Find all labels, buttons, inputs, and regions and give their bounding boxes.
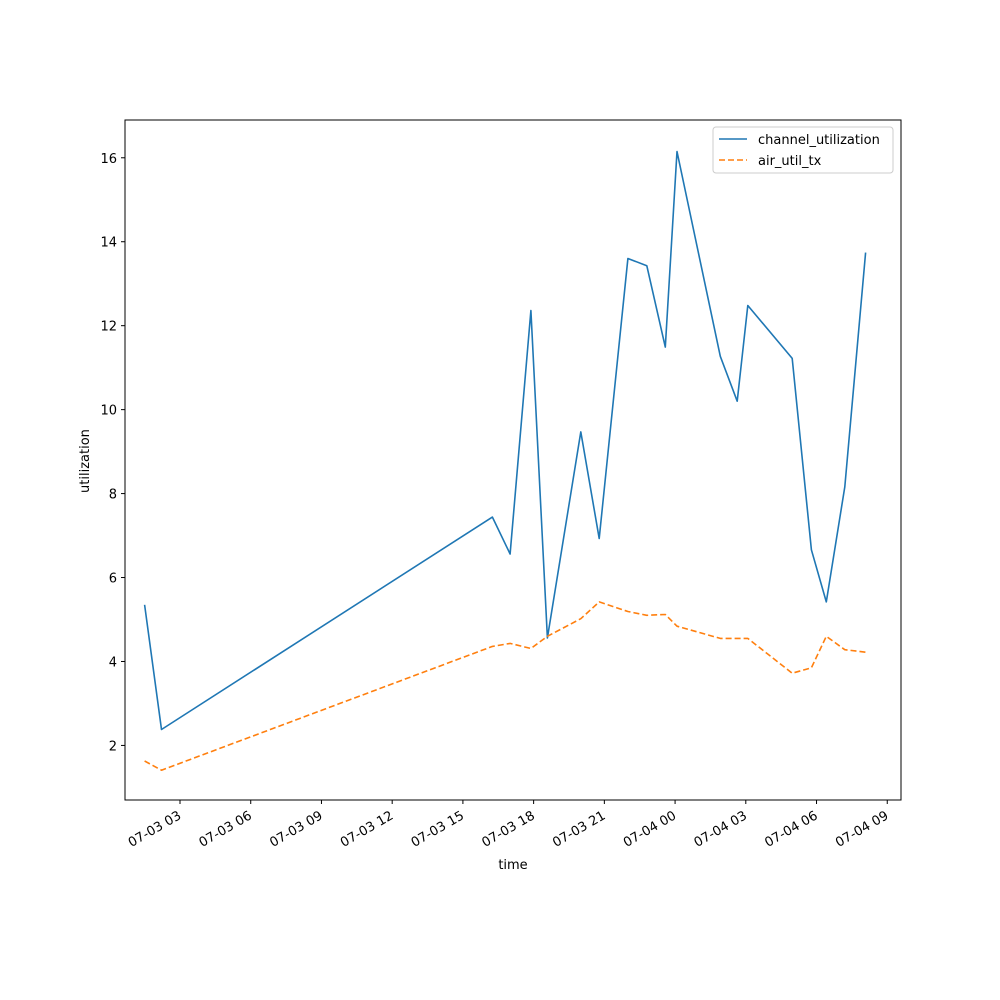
x-tick-label: 07-03 06 — [197, 808, 255, 850]
x-tick-label: 07-03 12 — [338, 808, 396, 850]
y-axis-ticks: 2 4 6 8 10 12 14 16 — [100, 152, 125, 754]
x-axis-ticks: 07-03 03 07-03 06 07-03 09 07-03 12 07-03 15… — [126, 800, 891, 851]
legend-box — [712, 126, 894, 174]
series-line-air-util-tx — [144, 601, 866, 772]
x-tick-label: 07-03 21 — [550, 808, 608, 850]
x-tick-label: 07-03 18 — [480, 808, 538, 850]
y-tick-label: 8 — [109, 488, 117, 503]
y-axis-label: utilization — [78, 429, 93, 493]
y-tick-label: 2 — [109, 739, 117, 754]
x-tick-label: 07-04 06 — [762, 808, 820, 850]
x-tick-label: 07-04 03 — [692, 808, 750, 850]
legend: channel_utilization air_util_tx — [712, 126, 894, 174]
y-tick-label: 6 — [109, 572, 117, 587]
x-tick-label: 07-03 03 — [126, 808, 184, 850]
y-tick-label: 10 — [100, 404, 117, 419]
series-lines — [143, 150, 867, 772]
plot-frame — [124, 119, 902, 801]
x-tick-label: 07-03 15 — [409, 808, 467, 850]
x-tick-label: 07-03 09 — [267, 808, 325, 850]
x-tick-label: 07-04 09 — [833, 808, 891, 850]
legend-label-air-util-tx: air_util_tx — [758, 154, 822, 169]
y-tick-label: 16 — [100, 152, 117, 167]
y-tick-label: 12 — [100, 320, 117, 335]
legend-label-channel-utilization: channel_utilization — [758, 133, 880, 148]
x-tick-label: 07-04 00 — [621, 808, 679, 850]
y-tick-label: 14 — [100, 236, 117, 251]
x-axis-label: time — [498, 858, 527, 873]
series-line-channel-utilization — [143, 150, 867, 731]
y-tick-label: 4 — [109, 655, 117, 670]
